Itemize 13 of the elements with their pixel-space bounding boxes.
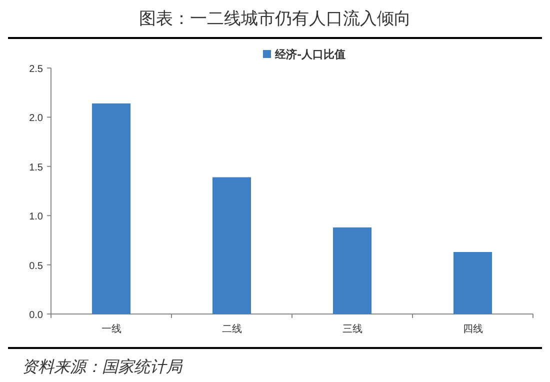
title: 图表：一二线城市仍有人口流入倾向 [139, 9, 411, 29]
xtick: 三线 [342, 324, 362, 335]
ytick: 1.5 [29, 162, 43, 174]
legend: 经济-人口比值 [275, 48, 346, 61]
annotation: 资料来源：国家统计局 [22, 357, 182, 376]
xtick: 二线 [222, 324, 242, 335]
ytick: 0.0 [29, 310, 43, 321]
ytick: 2.0 [29, 113, 43, 124]
ytick: 1.0 [29, 212, 43, 223]
ytick: 0.5 [29, 260, 43, 272]
ytick: 2.5 [29, 64, 43, 75]
xtick: 四线 [462, 324, 483, 335]
xtick: 一线 [101, 324, 122, 335]
